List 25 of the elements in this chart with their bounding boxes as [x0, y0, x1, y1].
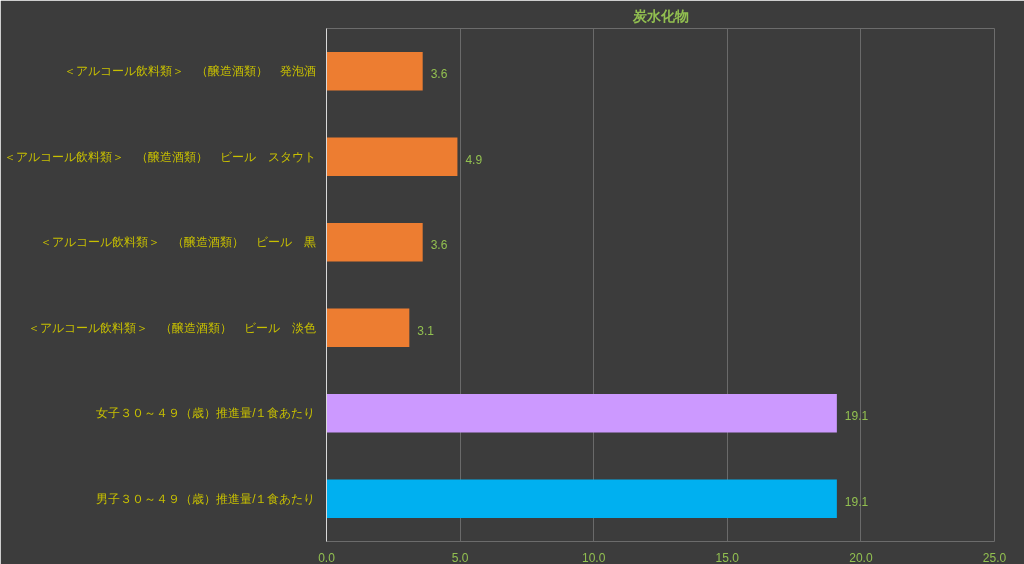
bar — [326, 137, 458, 176]
data-label: 3.1 — [417, 323, 435, 338]
bar — [326, 479, 837, 518]
bar — [326, 223, 423, 262]
bar — [326, 308, 410, 347]
data-label: 3.6 — [430, 238, 448, 253]
x-tick-label: 20.0 — [849, 550, 873, 564]
data-label: 4.9 — [465, 152, 483, 167]
y-tick-label: ＜アルコール飲料類＞ （醸造酒類） ビール 黒 — [39, 235, 316, 250]
bar — [326, 52, 423, 91]
chart-title: 炭水化物 — [631, 7, 689, 24]
y-tick-label: ＜アルコール飲料類＞ （醸造酒類） 発泡酒 — [63, 64, 316, 79]
y-tick-label: ＜アルコール飲料類＞ （醸造酒類） ビール 淡色 — [27, 320, 316, 335]
bar — [326, 394, 837, 433]
data-label: 19.1 — [844, 409, 869, 424]
y-tick-label: 男子３０～４９（歳）推進量/１食あたり — [96, 491, 316, 506]
x-tick-label: 15.0 — [715, 550, 740, 564]
y-tick-label: ＜アルコール飲料類＞ （醸造酒類） ビール スタウト — [3, 149, 316, 164]
x-tick-label: 0.0 — [318, 550, 336, 564]
x-tick-label: 5.0 — [451, 550, 469, 564]
y-tick-label: 女子３０～４９（歳）推進量/１食あたり — [96, 406, 316, 421]
x-tick-label: 10.0 — [582, 550, 606, 564]
data-label: 19.1 — [844, 494, 869, 509]
data-label: 3.6 — [430, 67, 448, 82]
x-tick-label: 25.0 — [982, 550, 1007, 564]
